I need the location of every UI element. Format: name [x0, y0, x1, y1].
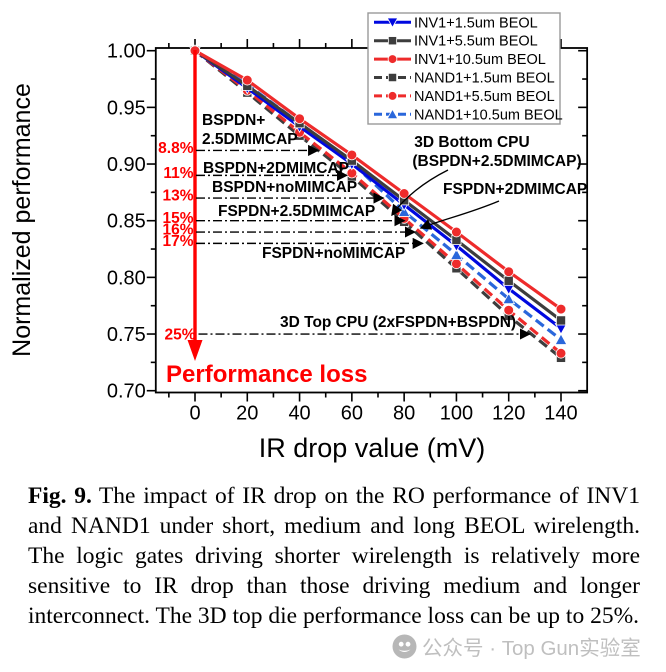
- data-point-marker: [294, 113, 305, 124]
- data-point-marker: [387, 36, 398, 46]
- config-label: 2.5DMIMCAP: [202, 131, 298, 148]
- figure-caption: Fig. 9. The impact of IR drop on the RO p…: [28, 481, 640, 631]
- figure-caption-text: The impact of IR drop on the RO performa…: [28, 483, 641, 629]
- loss-label: 16%: [162, 222, 193, 239]
- data-point-marker: [451, 258, 462, 270]
- legend-item: NAND1+1.5um BEOL: [374, 71, 555, 87]
- official-account-logo-icon: [392, 634, 417, 658]
- x-tick-label: 120: [492, 403, 525, 425]
- legend-label: NAND1+5.5um BEOL: [414, 89, 555, 105]
- config-label: BSPDN+2DMIMCAP: [203, 160, 349, 177]
- data-point-marker: [346, 149, 358, 161]
- watermark-text: 公众号 · Top Gun实验室: [422, 637, 641, 660]
- pointer-arrow: [391, 169, 449, 217]
- loss-label: 25%: [164, 327, 195, 344]
- y-tick-label: 0.75: [107, 324, 146, 346]
- data-point-marker: [503, 266, 515, 277]
- series-lines: [188, 44, 568, 363]
- data-point-marker: [387, 91, 398, 101]
- data-point-marker: [555, 315, 566, 326]
- x-tick-label: 0: [189, 403, 200, 425]
- plot-axes: 0 20 40 60 80 100 120 140 0.70 0.75 0.80 0.85 0.90 0.…: [107, 39, 589, 425]
- config-label: FSPDN+noMIMCAP: [262, 245, 405, 262]
- legend-item: NAND1+5.5um BEOL: [374, 89, 555, 105]
- y-tick-label: 0.80: [107, 267, 146, 289]
- config-label: 3D Top CPU (2xFSPDN+BSPDN): [280, 314, 516, 331]
- y-tick-label: 1.00: [107, 41, 146, 63]
- loss-label: 11%: [163, 165, 193, 182]
- legend-label: INV1+5.5um BEOL: [414, 34, 538, 50]
- performance-loss-arrow: [187, 50, 203, 361]
- x-tick-label: 20: [236, 403, 258, 425]
- ro-performance-chart: 0 20 40 60 80 100 120 140 0.70 0.75 0.80 0.85 0.90 0.…: [8, 12, 589, 463]
- data-point-marker: [555, 347, 567, 359]
- series-line: [194, 49, 562, 311]
- config-label: (BSPDN+2.5DMIMCAP): [412, 153, 581, 170]
- legend-item: INV1+5.5um BEOL: [374, 34, 538, 50]
- legend-item: INV1+10.5um BEOL: [374, 52, 546, 68]
- legend-label: NAND1+1.5um BEOL: [414, 71, 555, 87]
- series-line: [193, 49, 563, 360]
- watermark: 公众号 · Top Gun实验室: [392, 631, 641, 661]
- data-point-marker: [555, 303, 567, 315]
- data-point-marker: [386, 17, 399, 29]
- figure-caption-label: Fig. 9.: [28, 483, 92, 509]
- y-axis-title: Normalized performance: [8, 83, 36, 357]
- loss-label: 13%: [162, 188, 193, 205]
- data-point-marker: [387, 72, 398, 83]
- data-point-marker: [503, 275, 514, 286]
- series-line: [194, 49, 562, 330]
- config-label: BSPDN+: [202, 112, 265, 129]
- x-tick-label: 100: [440, 403, 473, 425]
- loss-label: 15%: [162, 210, 193, 227]
- loss-annotations: 8.8% 11% 13% 15%16%17% 25%: [158, 140, 532, 344]
- data-point-marker: [386, 108, 399, 120]
- x-tick-label: 60: [341, 403, 363, 425]
- plot-area: 0 20 40 60 80 100 120 140 0.70 0.75 0.80 0.85 0.90 0.…: [107, 12, 589, 425]
- config-annotations: BSPDN+ 2.5DMIMCAP BSPDN+2DMIMCAP BSPDN+noMI…: [202, 112, 587, 331]
- legend-label: INV1+10.5um BEOL: [414, 52, 546, 68]
- data-point-marker: [241, 74, 253, 86]
- data-point-marker: [554, 333, 568, 345]
- data-point-marker: [451, 226, 462, 238]
- config-label: FSPDN+2DMIMCAP: [443, 181, 587, 198]
- chart-legend: INV1+1.5um BEOL INV1+5.5um BEOL INV1+10.5u…: [367, 12, 563, 125]
- data-point-marker: [503, 304, 515, 316]
- pointer-arrow: [419, 200, 500, 230]
- data-point-marker: [502, 292, 516, 305]
- loss-label: 17%: [162, 233, 193, 250]
- data-point-marker: [449, 248, 463, 260]
- series-line: [194, 49, 562, 341]
- data-point-marker: [398, 188, 410, 199]
- legend-label: NAND1+10.5um BEOL: [414, 107, 563, 123]
- performance-loss-label: Performance loss: [166, 361, 367, 388]
- legend-item: INV1+1.5um BEOL: [374, 15, 538, 31]
- data-point-marker: [387, 54, 398, 64]
- x-tick-label: 80: [393, 403, 415, 425]
- y-tick-label: 0.85: [107, 211, 146, 233]
- loss-label: 8.8%: [158, 140, 194, 157]
- y-tick-label: 0.90: [107, 154, 146, 176]
- config-label: 3D Bottom CPU: [414, 134, 529, 151]
- legend-box: [367, 12, 561, 125]
- legend-item: NAND1+10.5um BEOL: [374, 107, 563, 123]
- y-tick-label: 0.70: [107, 381, 146, 403]
- performance-loss-arrowhead: [187, 340, 203, 361]
- config-label: FSPDN+2.5DMIMCAP: [218, 203, 375, 220]
- config-label: BSPDN+noMIMCAP: [212, 179, 357, 196]
- legend-label: INV1+1.5um BEOL: [414, 15, 538, 31]
- pointer-arrows: [391, 169, 500, 230]
- series-line: [194, 49, 562, 322]
- y-tick-label: 0.95: [107, 97, 146, 119]
- x-tick-label: 140: [544, 403, 577, 425]
- x-axis-title: IR drop value (mV): [259, 433, 486, 463]
- x-tick-label: 40: [288, 403, 310, 425]
